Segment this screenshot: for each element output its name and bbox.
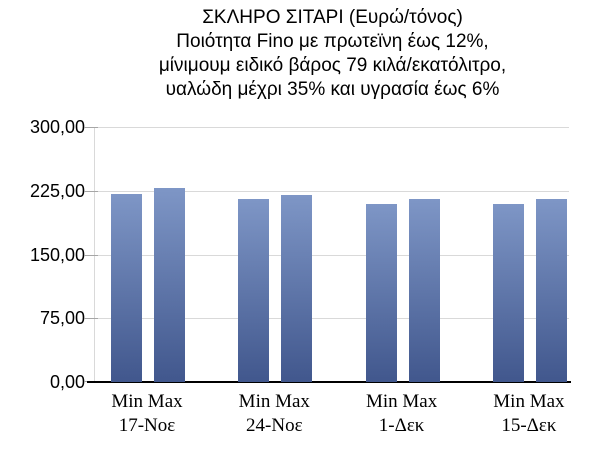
y-axis-tick-label: 0,00 [49, 372, 85, 392]
bar-max-1-Δεκ [408, 199, 440, 382]
gridline [95, 254, 569, 256]
x-axis-date-label: 17-Νοε [118, 415, 176, 436]
bar-max-15-Δεκ [535, 199, 567, 382]
x-axis-date-label: 24-Νοε [246, 415, 303, 436]
x-axis-date-label: 1-Δεκ [378, 415, 425, 436]
x-axis-series-names: Min Max [111, 391, 183, 412]
chart-title-line-2: Ποιότητα Fino με πρωτεϊνη έως 12%, [176, 31, 489, 52]
gridline [95, 318, 569, 320]
y-axis-tick-label: 225,00 [29, 180, 85, 201]
y-axis-tick-label: 300,00 [29, 117, 85, 137]
x-axis-series-names: Min Max [238, 391, 310, 412]
chart-title-line-3: μίνιμουμ ειδικό βάρος 79 κιλά/εκατόλιτρο… [158, 55, 507, 76]
bar-min-1-Δεκ [365, 203, 397, 382]
bar-min-17-Νοε [111, 194, 142, 382]
bar-min-24-Νοε [238, 199, 270, 382]
x-axis-series-names: Min Max [365, 391, 438, 412]
gridline [95, 190, 569, 192]
y-axis-tick [84, 190, 98, 192]
x-axis-line [87, 381, 571, 383]
x-axis-category-label: Min Max 24-Νοε [209, 390, 339, 438]
bar-max-17-Νοε [154, 188, 185, 382]
x-axis-series-names: Min Max [493, 391, 565, 412]
chart-title-line-4: υαλώδη μέχρι 35% και υγρασία έως 6% [165, 79, 500, 100]
y-axis-tick [84, 254, 98, 256]
y-axis-tick [84, 318, 98, 320]
chart-title: ΣΚΛΗΡΟ ΣΙΤΑΡΙ (Ευρώ/τόνος) Ποιότητα Fino… [58, 6, 605, 102]
x-axis-category-label: Min Max 15-Δεκ [464, 390, 594, 438]
y-axis-tick-label: 75,00 [39, 308, 85, 329]
bar-max-24-Νοε [281, 195, 313, 382]
x-axis-date-label: 15-Δεκ [501, 415, 557, 436]
x-axis-category-label: Min Max 1-Δεκ [337, 390, 467, 438]
y-axis-tick-label: 150,00 [29, 244, 85, 265]
y-axis-tick [84, 127, 98, 128]
plot-area [84, 127, 571, 383]
bar-min-15-Δεκ [492, 203, 524, 382]
gridline [95, 127, 569, 128]
x-axis-category-label: Min Max 17-Νοε [82, 390, 212, 438]
chart-title-line-1: ΣΚΛΗΡΟ ΣΙΤΑΡΙ (Ευρώ/τόνος) [202, 7, 463, 28]
